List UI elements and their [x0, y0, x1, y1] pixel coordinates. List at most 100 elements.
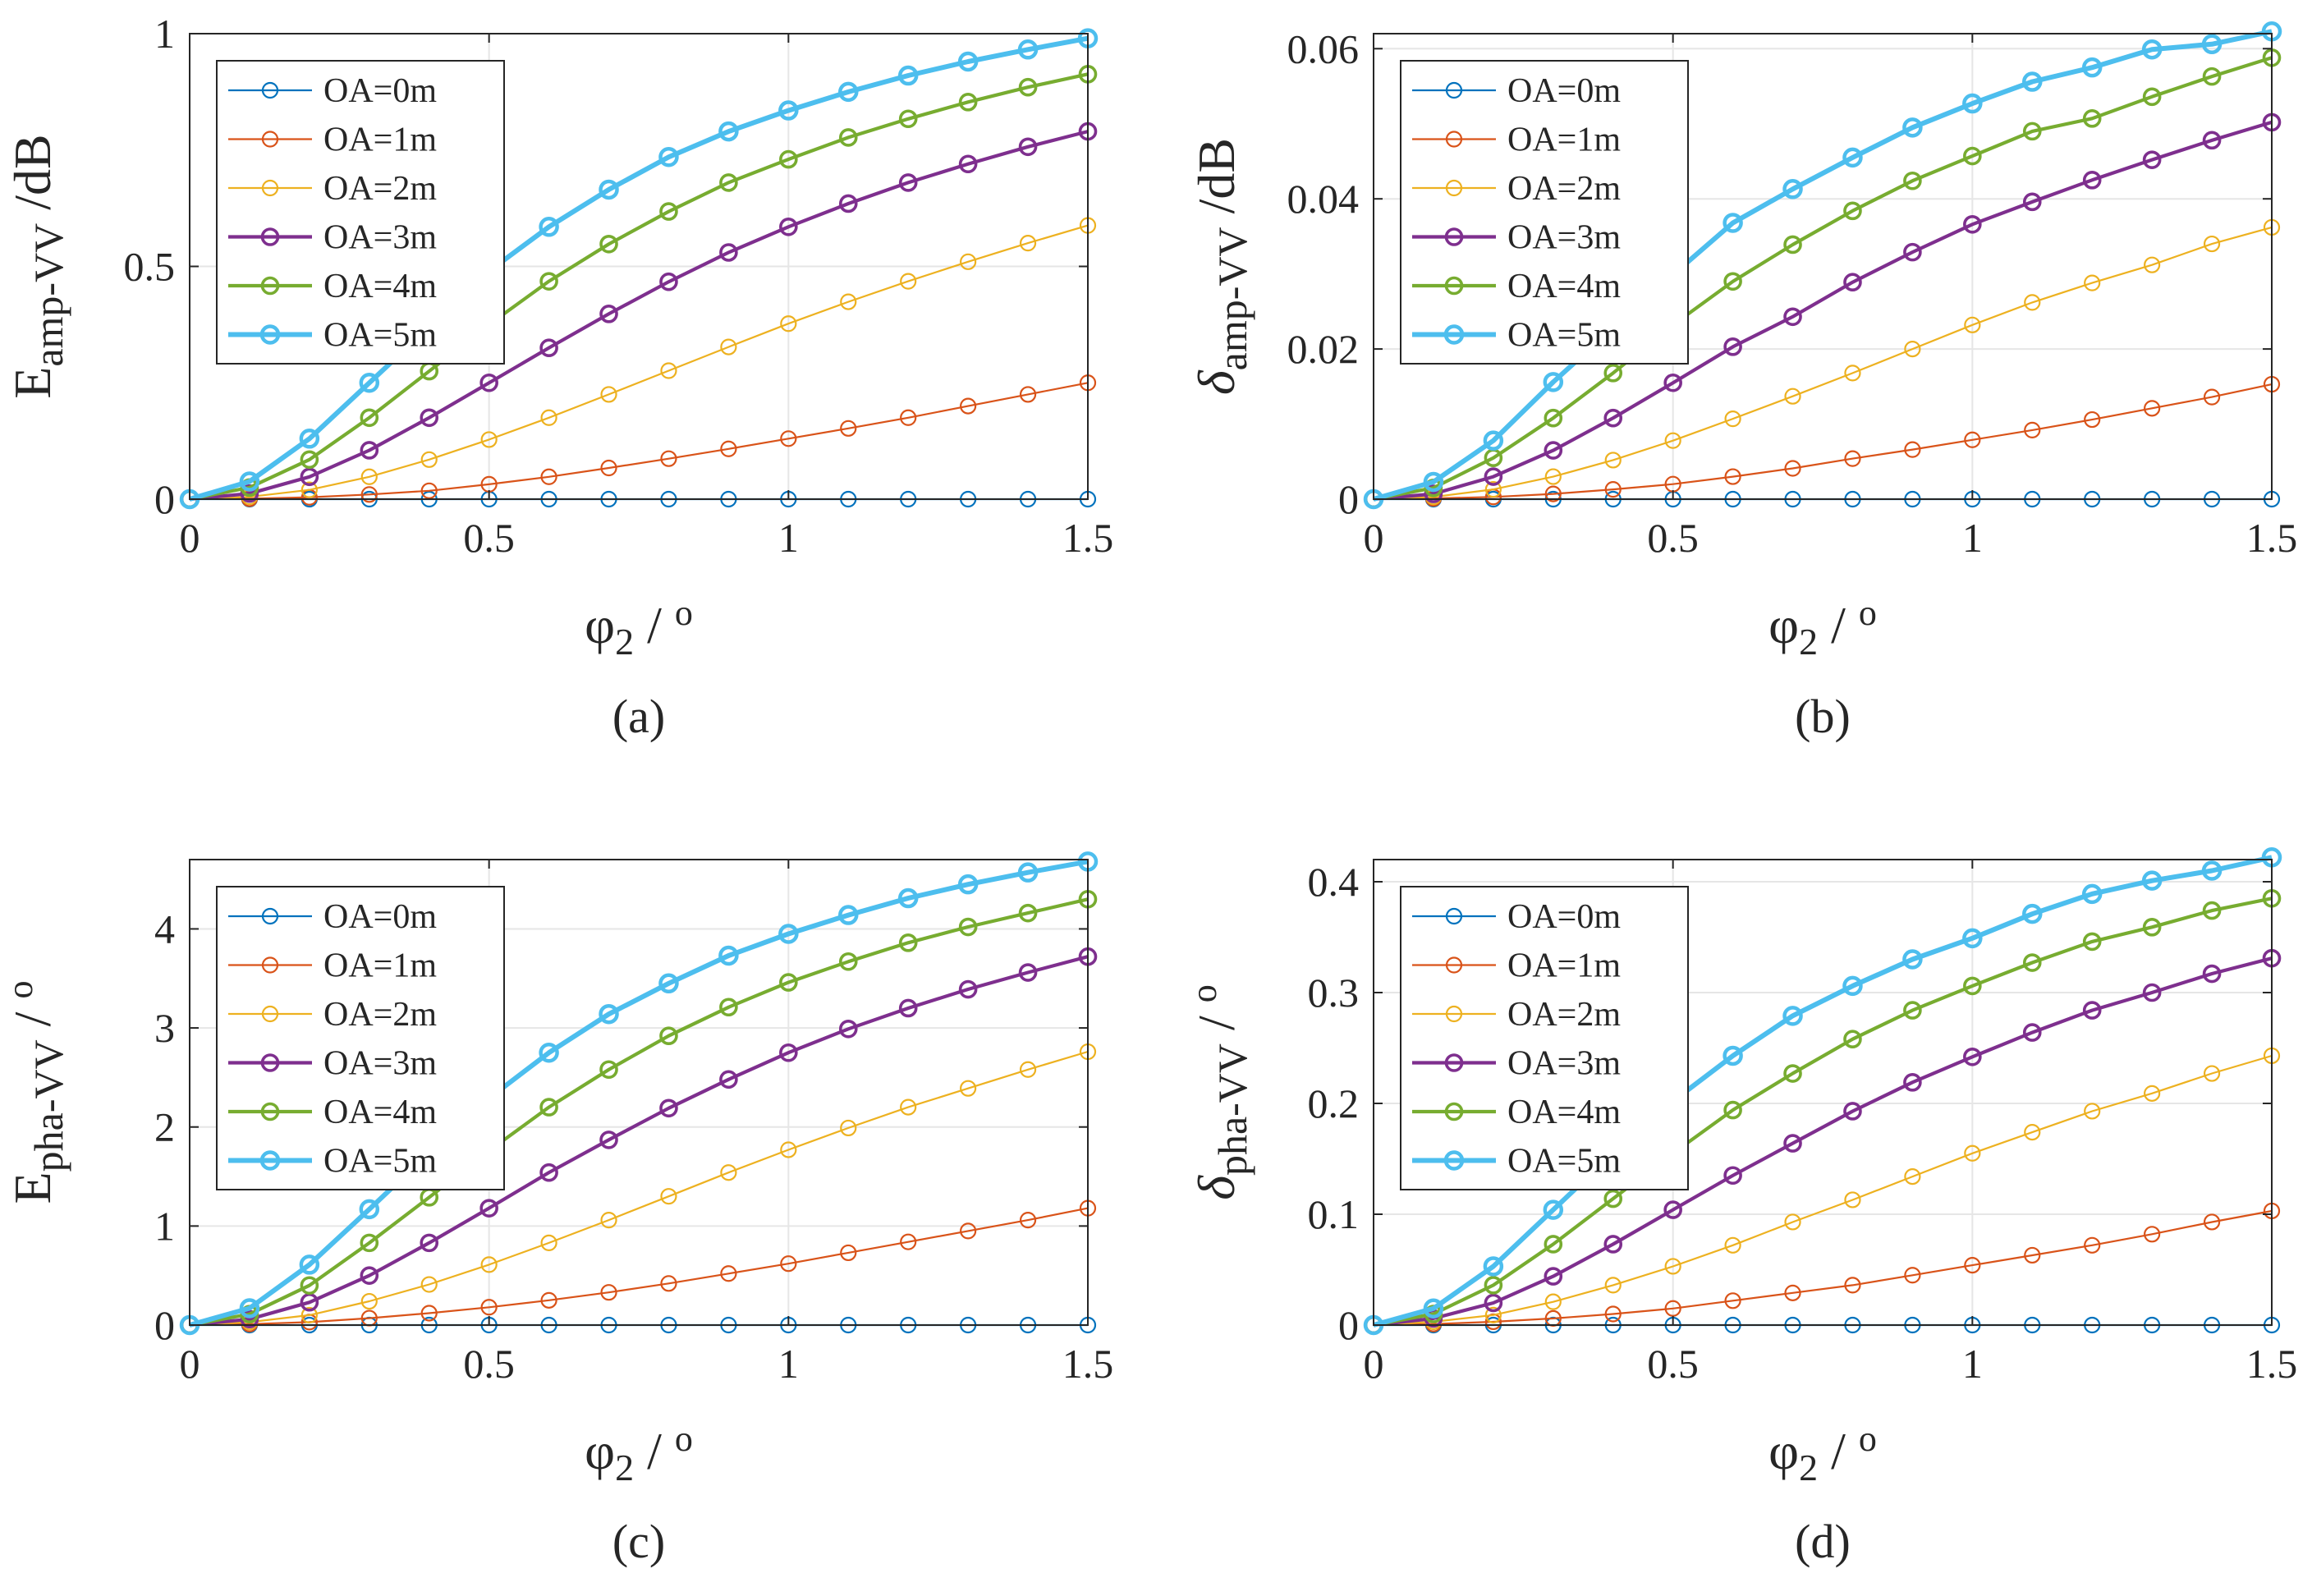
data-point: [780, 1141, 797, 1158]
data-point: [599, 179, 619, 200]
legend-entry: OA=5m: [1507, 317, 1621, 355]
legend-box: [216, 60, 505, 365]
data-point: [779, 1043, 798, 1062]
data-point: [1844, 365, 1861, 382]
x-axis-subscript: 2: [1799, 1447, 1818, 1488]
chart-panel-d: 0 0.5 1 1.5 0 0.1 0.2 0.3 0.4 OA=0m OA=1m OA=2m OA=3…: [1184, 847, 2297, 1568]
data-point: [2084, 1236, 2101, 1254]
data-point: [540, 409, 557, 426]
y-axis-unit: /dB: [3, 134, 62, 222]
y-axis-symbol: δ: [1187, 1175, 1245, 1200]
data-point: [540, 468, 557, 485]
data-point: [1903, 1073, 1922, 1092]
data-point: [539, 1163, 558, 1182]
x-tick-label: 0: [180, 1341, 200, 1387]
data-point: [1844, 450, 1861, 467]
legend-marker-swatch: [261, 81, 279, 99]
y-axis-superscript: o: [0, 981, 40, 999]
data-point: [1963, 214, 1982, 234]
legend-marker-swatch: [259, 1150, 281, 1171]
y-tick-label: 0: [1338, 476, 1359, 522]
data-point: [900, 273, 917, 290]
data-point: [479, 1199, 498, 1218]
data-point: [300, 1276, 319, 1296]
data-point: [239, 471, 260, 492]
data-point: [2202, 901, 2222, 920]
data-point: [838, 905, 859, 925]
legend-marker-swatch: [1443, 1150, 1465, 1171]
data-point: [719, 1070, 738, 1089]
data-point: [838, 1019, 858, 1039]
data-point: [360, 1292, 378, 1310]
data-point: [2201, 860, 2223, 881]
x-tick-label: 0.5: [463, 1341, 515, 1387]
data-point: [720, 1265, 737, 1282]
series-line: [189, 897, 1089, 1328]
data-point: [1604, 452, 1622, 469]
series-line: [189, 1050, 1089, 1327]
series-oa-2m: [1365, 218, 2281, 508]
data-point: [539, 1042, 559, 1063]
legend-entry: OA=0m: [323, 72, 437, 110]
x-axis-unit: /: [1818, 596, 1859, 654]
x-axis-subscript: 2: [1799, 621, 1818, 663]
data-point: [958, 93, 978, 112]
data-point: [600, 1284, 617, 1301]
data-point: [2201, 34, 2223, 55]
data-point: [540, 1291, 557, 1309]
data-point: [1903, 1001, 1922, 1020]
y-axis-unit: /: [1187, 1002, 1245, 1043]
legend-marker-swatch: [260, 1053, 280, 1072]
panel-label: (b): [1795, 690, 1851, 743]
legend-marker-swatch: [1445, 81, 1463, 99]
series-line: [189, 72, 1089, 502]
data-point: [2084, 274, 2101, 291]
legend-marker-swatch: [1444, 276, 1464, 296]
x-axis-symbol: φ: [585, 1422, 615, 1480]
data-point: [2082, 171, 2102, 190]
legend-marker-swatch: [1443, 324, 1465, 345]
data-point: [600, 386, 617, 403]
series-oa-3m: [180, 947, 1098, 1335]
x-axis-unit: /: [634, 1422, 675, 1480]
data-point: [1544, 408, 1563, 428]
data-point: [1843, 1102, 1862, 1121]
series-line: [189, 35, 1089, 502]
data-point: [1724, 468, 1741, 485]
legend-box: [1400, 886, 1689, 1190]
data-point: [2144, 256, 2161, 273]
data-point: [1484, 1306, 1502, 1323]
legend-marker-swatch: [261, 956, 279, 974]
legend-entry: OA=1m: [1507, 122, 1621, 159]
data-point: [2203, 1065, 2221, 1082]
x-tick-label: 1: [778, 515, 799, 561]
data-point: [2142, 983, 2162, 1002]
data-point: [599, 234, 618, 254]
data-point: [420, 408, 439, 428]
y-axis-subscript: amp-VV: [25, 223, 71, 367]
x-axis-subscript: 2: [615, 621, 634, 663]
data-point: [360, 408, 379, 428]
data-point: [1544, 468, 1562, 485]
data-point: [1903, 242, 1922, 262]
data-point: [1723, 272, 1742, 291]
data-point: [1603, 364, 1623, 383]
data-point: [1962, 93, 1983, 114]
legend-marker-swatch: [259, 324, 281, 345]
data-point: [1484, 1276, 1503, 1295]
series-line: [1373, 897, 2273, 1328]
series-line: [189, 1207, 1089, 1327]
legend-entry: OA=0m: [1507, 72, 1621, 110]
x-axis-label: φ2 / o: [1768, 593, 1877, 663]
x-tick-label: 1: [1962, 1341, 1983, 1387]
series-oa-5m: [1363, 21, 2282, 510]
data-point: [1484, 1293, 1503, 1313]
data-point: [1783, 1064, 1802, 1083]
x-axis-unit: /: [1818, 1422, 1859, 1480]
data-point: [360, 441, 379, 460]
legend: OA=0m OA=1m OA=2m OA=3m OA=4m OA=5m: [216, 60, 505, 365]
panel-label: (d): [1795, 1515, 1851, 1568]
data-point: [1842, 975, 1863, 997]
data-point: [1543, 372, 1564, 392]
